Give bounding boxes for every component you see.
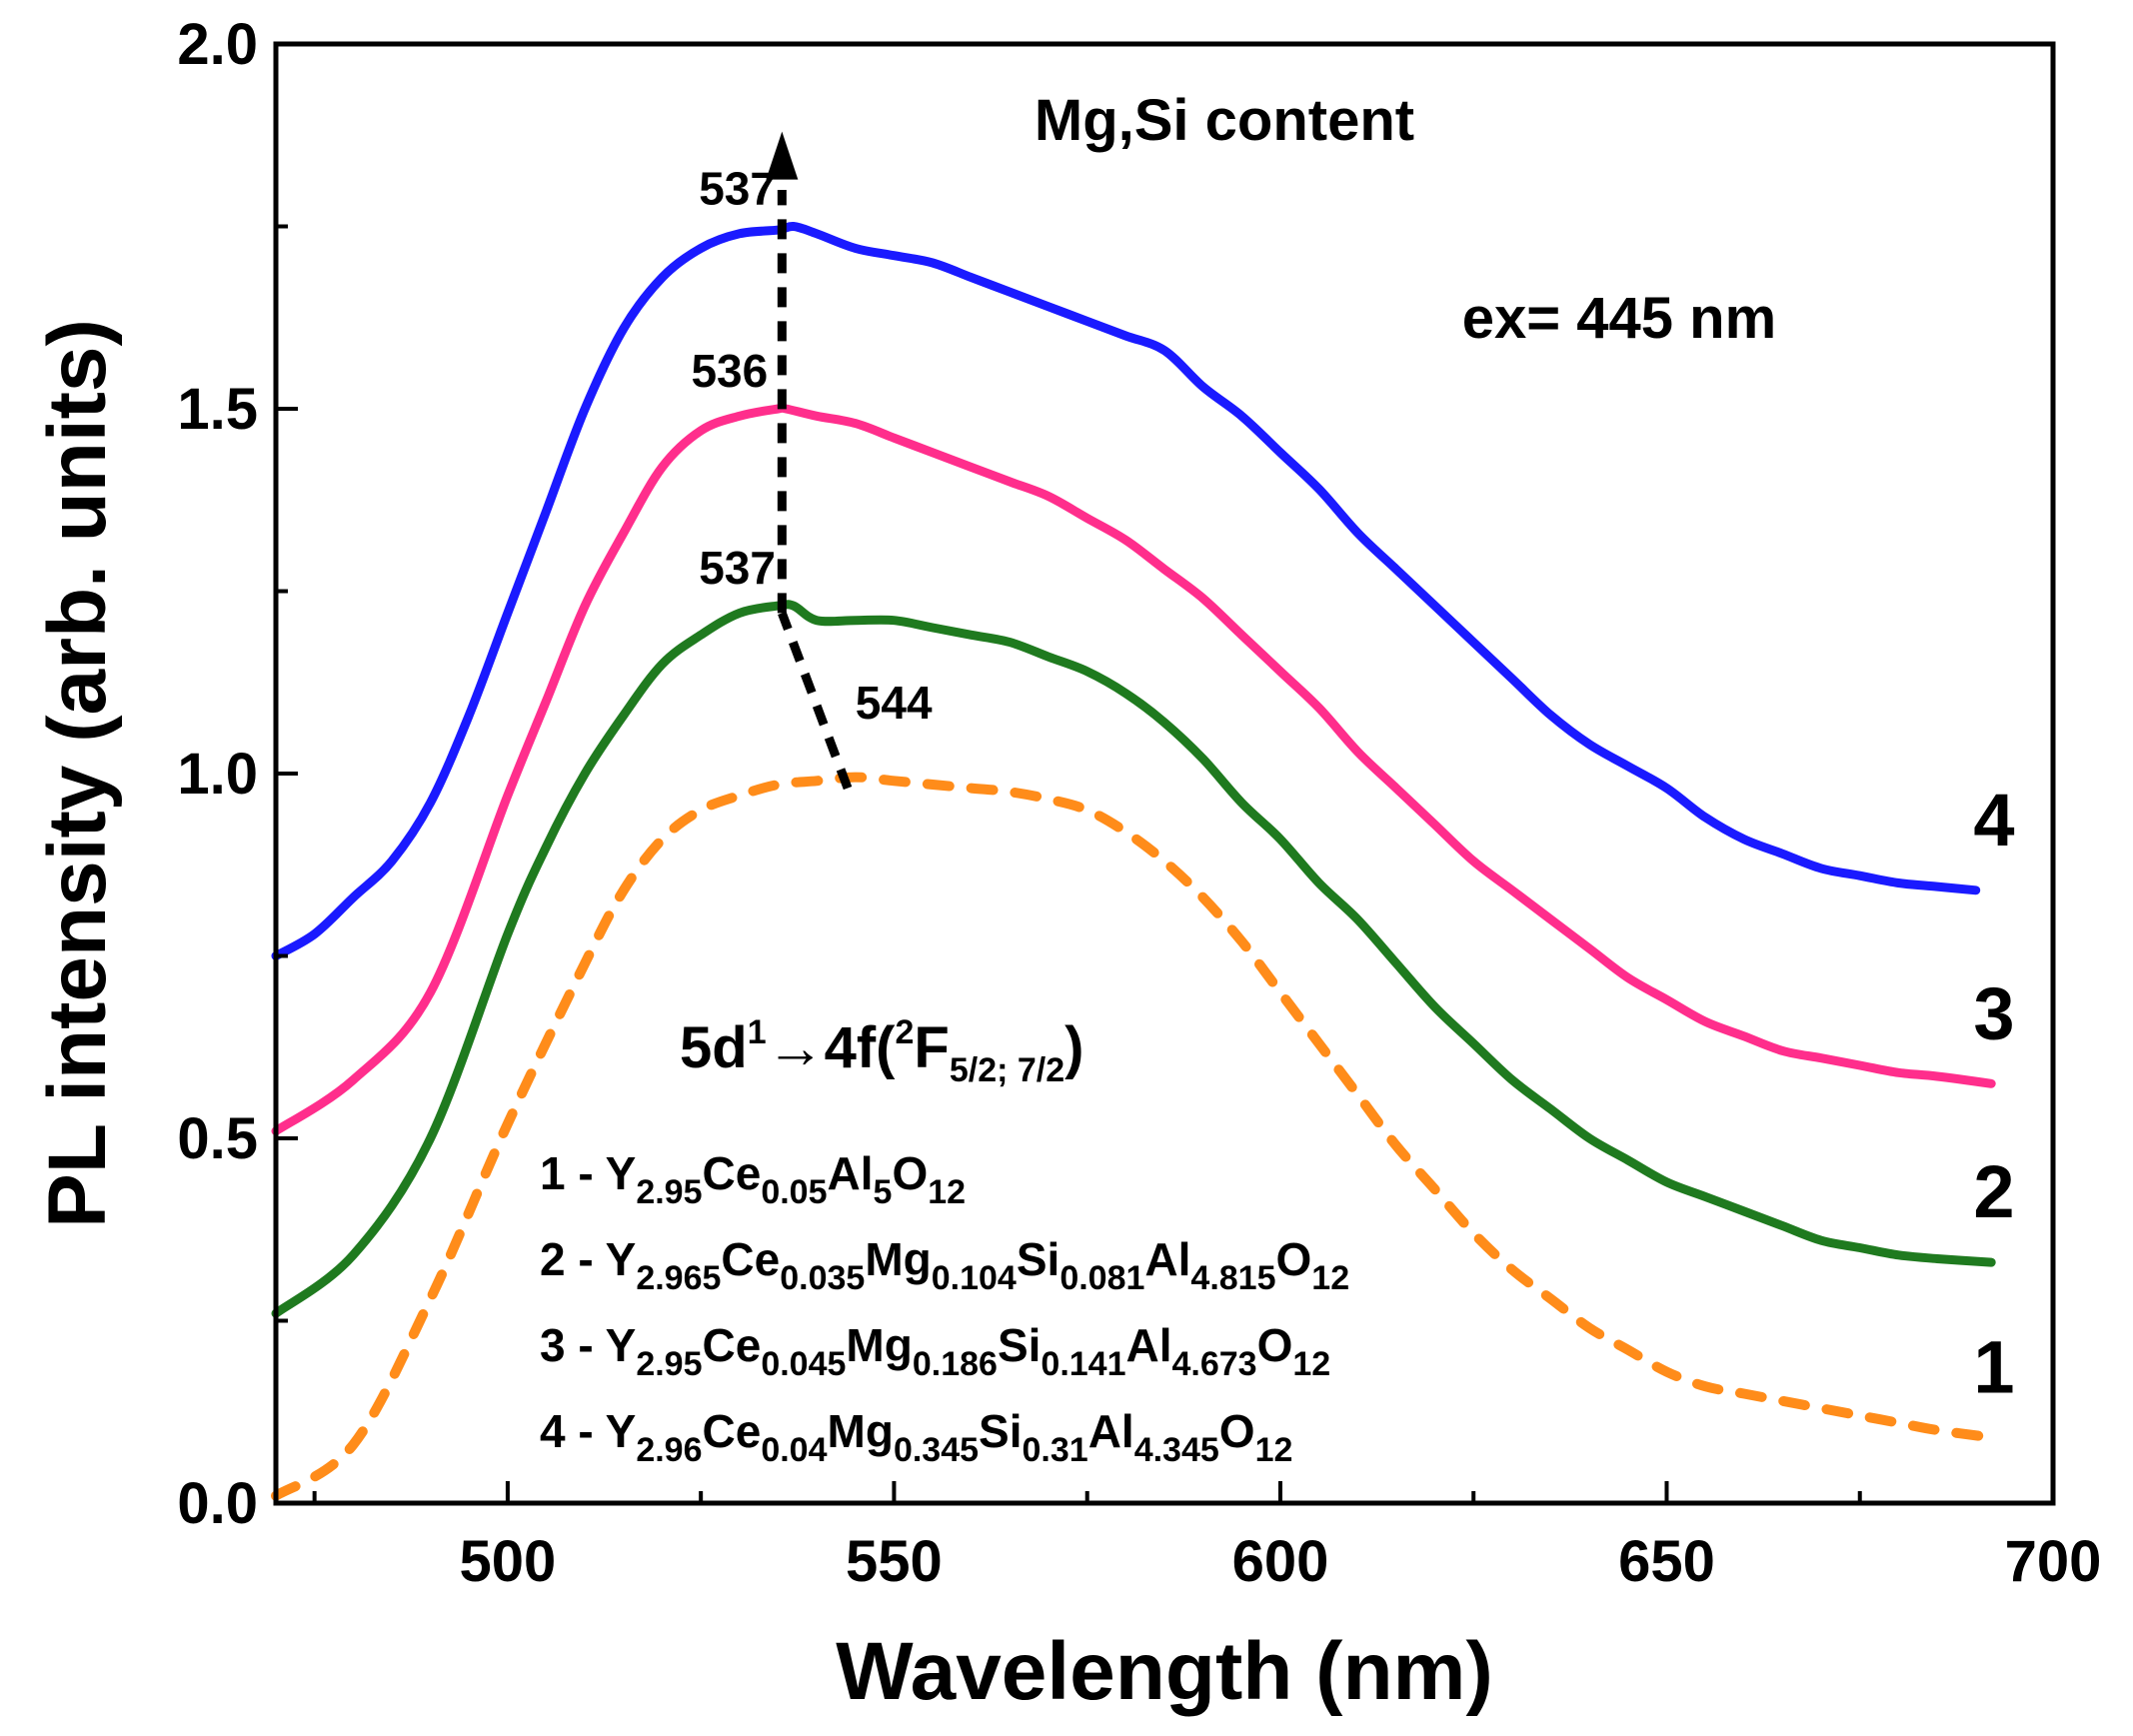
y-tick-label: 1.0 bbox=[177, 742, 258, 807]
formula-element: Ce bbox=[703, 1405, 762, 1457]
formula-element: Si bbox=[1017, 1233, 1060, 1285]
x-tick-label: 550 bbox=[846, 1529, 943, 1594]
formula-subscript: 2.95 bbox=[636, 1345, 702, 1383]
formula-element: Mg bbox=[846, 1319, 912, 1371]
transition-sub: 5/2; 7/2 bbox=[950, 1051, 1065, 1089]
formula-element: Ce bbox=[703, 1319, 762, 1371]
formula-subscript: 4.345 bbox=[1134, 1431, 1219, 1469]
y-tick-label: 0.0 bbox=[177, 1471, 258, 1536]
x-axis-title: Wavelength (nm) bbox=[836, 1626, 1493, 1717]
formula-element: O bbox=[892, 1147, 928, 1199]
curve-number-1: 1 bbox=[1973, 1325, 2014, 1408]
x-tick-label: 600 bbox=[1232, 1529, 1329, 1594]
series-1-line bbox=[271, 772, 1997, 1501]
formula-element: Y bbox=[606, 1319, 637, 1371]
formula-subscript: 0.04 bbox=[761, 1431, 827, 1469]
transition-annotation: 5d1→4f(2F5/2; 7/2) bbox=[680, 1013, 1084, 1089]
formula-element: O bbox=[1276, 1233, 1312, 1285]
curve-number-3: 3 bbox=[1973, 971, 2014, 1054]
transition-close: ) bbox=[1065, 1015, 1083, 1080]
formula-subscript: 0.104 bbox=[932, 1259, 1017, 1297]
formula-subscript: 12 bbox=[928, 1173, 966, 1211]
trend-arrow-diagonal bbox=[778, 611, 853, 791]
curve-number-4: 4 bbox=[1973, 779, 2014, 862]
formula-subscript: 0.186 bbox=[913, 1345, 998, 1383]
excitation-annotation: ex= 445 nm bbox=[1462, 286, 1776, 351]
trend-annotation: Mg,Si content bbox=[1035, 88, 1414, 153]
formula-subscript: 0.141 bbox=[1041, 1345, 1125, 1383]
formula-element: O bbox=[1219, 1405, 1255, 1457]
formula-element: Ce bbox=[703, 1147, 762, 1199]
formula-element: Y bbox=[606, 1233, 637, 1285]
peak-label-4: 537 bbox=[699, 163, 776, 215]
legend-number: 4 - bbox=[540, 1405, 606, 1457]
formula-subscript: 12 bbox=[1255, 1431, 1293, 1469]
transition-base: 5d bbox=[680, 1015, 748, 1080]
formula-subscript: 12 bbox=[1292, 1345, 1330, 1383]
legend-number: 3 - bbox=[540, 1319, 606, 1371]
formula-element: Si bbox=[998, 1319, 1041, 1371]
formula-subscript: 2.965 bbox=[636, 1259, 721, 1297]
x-tick-label: 650 bbox=[1618, 1529, 1715, 1594]
peak-label-3: 536 bbox=[691, 345, 768, 397]
y-axis-title: PL intensity (arb. units) bbox=[32, 319, 123, 1228]
y-tick-label: 1.5 bbox=[177, 377, 258, 442]
formula-element: Y bbox=[606, 1147, 637, 1199]
legend-entry-4: 4 - Y2.96Ce0.04Mg0.345Si0.31Al4.345O12 bbox=[540, 1405, 1292, 1469]
formula-subscript: 0.045 bbox=[761, 1345, 846, 1383]
legend-entry-2: 2 - Y2.965Ce0.035Mg0.104Si0.081Al4.815O1… bbox=[540, 1233, 1349, 1297]
formula-subscript: 0.081 bbox=[1060, 1259, 1144, 1297]
transition-main2: F bbox=[914, 1015, 949, 1080]
formula-subscript: 2.95 bbox=[636, 1173, 702, 1211]
formula-element: Mg bbox=[828, 1405, 894, 1457]
formula-element: Y bbox=[606, 1405, 637, 1457]
formula-subscript: 0.345 bbox=[894, 1431, 979, 1469]
spectra-curves bbox=[271, 221, 1997, 1501]
formula-element: Si bbox=[979, 1405, 1022, 1457]
formula-element: Al bbox=[1088, 1405, 1134, 1457]
series-3-line bbox=[271, 403, 1996, 1136]
axis-ticks bbox=[276, 42, 2055, 1505]
trend-arrows bbox=[766, 131, 853, 791]
formula-subscript: 2.96 bbox=[636, 1431, 702, 1469]
x-tick-label: 500 bbox=[460, 1529, 557, 1594]
legend-entry-3: 3 - Y2.95Ce0.045Mg0.186Si0.141Al4.673O12 bbox=[540, 1319, 1330, 1383]
legend-number: 2 - bbox=[540, 1233, 606, 1285]
series-4-line bbox=[271, 221, 1981, 960]
curve-number-2: 2 bbox=[1973, 1150, 2014, 1233]
transition-sup2: 2 bbox=[896, 1013, 915, 1051]
formula-subscript: 12 bbox=[1311, 1259, 1349, 1297]
formula-subscript: 0.31 bbox=[1023, 1431, 1088, 1469]
transition-arrow: →4f( bbox=[767, 1015, 897, 1080]
series-2-line bbox=[271, 600, 1996, 1318]
y-tick-label: 2.0 bbox=[177, 12, 258, 77]
formula-subscript: 4.673 bbox=[1172, 1345, 1257, 1383]
text-labels: Wavelength (nm) PL intensity (arb. units… bbox=[32, 12, 2101, 1717]
arrow-head bbox=[766, 131, 799, 180]
formula-element: Al bbox=[1144, 1233, 1190, 1285]
peak-label-2: 537 bbox=[699, 542, 776, 594]
formula-subscript: 4.815 bbox=[1190, 1259, 1275, 1297]
transition-sup1: 1 bbox=[748, 1013, 767, 1051]
legend-entry-1: 1 - Y2.95Ce0.05Al5O12 bbox=[540, 1147, 966, 1211]
formula-element: O bbox=[1257, 1319, 1293, 1371]
formula-subscript: 5 bbox=[874, 1173, 893, 1211]
x-tick-label: 700 bbox=[2005, 1529, 2102, 1594]
formula-element: Ce bbox=[721, 1233, 780, 1285]
formula-subscript: 0.035 bbox=[780, 1259, 865, 1297]
peak-label-1: 544 bbox=[856, 677, 933, 729]
formula-subscript: 0.05 bbox=[761, 1173, 827, 1211]
formula-element: Al bbox=[1126, 1319, 1172, 1371]
formula-element: Al bbox=[828, 1147, 874, 1199]
y-tick-label: 0.5 bbox=[177, 1106, 258, 1171]
formula-element: Mg bbox=[865, 1233, 931, 1285]
legend-number: 1 - bbox=[540, 1147, 606, 1199]
